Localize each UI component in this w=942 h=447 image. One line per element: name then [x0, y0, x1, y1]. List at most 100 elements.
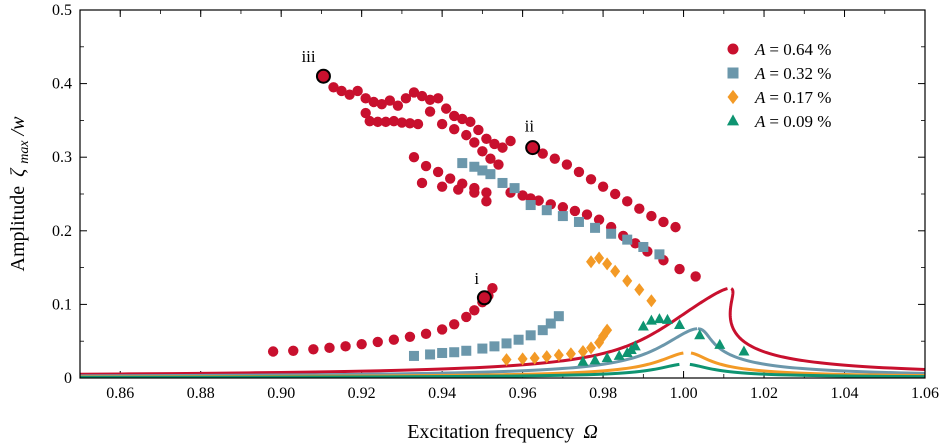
data-point-series-1 [437, 347, 448, 358]
data-point-series-0 [457, 113, 468, 125]
data-point-series-1 [525, 330, 536, 341]
annotation-label: i [474, 269, 479, 288]
data-point-series-2 [610, 264, 621, 278]
curve-stable-low-1 [80, 327, 698, 378]
data-point-series-2 [565, 347, 576, 361]
data-point-series-1 [553, 311, 564, 322]
data-point-series-0 [634, 203, 645, 214]
data-point-series-0 [400, 93, 412, 104]
data-point-series-0 [416, 177, 428, 189]
data-point-series-2 [646, 294, 657, 308]
data-point-series-0 [469, 137, 480, 148]
data-point-series-1 [469, 161, 480, 172]
data-point-series-2 [553, 348, 564, 362]
data-point-series-1 [513, 334, 524, 345]
legend-marker-2 [727, 89, 739, 105]
legend-label-3: A = 0.09 % [754, 112, 831, 131]
data-point-series-0 [469, 187, 480, 198]
data-point-series-0 [597, 181, 609, 192]
data-point-series-0 [388, 334, 400, 345]
curve-stable-high-0 [728, 287, 925, 372]
data-point-series-3 [738, 345, 750, 356]
data-point-series-1 [425, 349, 436, 360]
data-point-series-0 [432, 93, 444, 104]
data-point-series-0 [360, 107, 371, 119]
data-point-series-0 [461, 311, 472, 323]
model-curves [80, 287, 925, 378]
data-point-series-0 [469, 305, 480, 316]
data-point-series-0 [674, 263, 685, 275]
data-point-series-0 [424, 106, 436, 117]
x-tick-labels: 0.86 0.88 0.90 0.92 0.94 0.96 0.98 1.00 1.02 1.04… [106, 385, 939, 402]
legend-label-1: A = 0.32 % [754, 64, 831, 83]
data-point-series-1 [489, 341, 500, 352]
data-point-series-0 [336, 85, 347, 97]
data-point-series-2 [541, 350, 552, 364]
data-point-series-0 [485, 153, 496, 164]
data-point-series-0 [453, 184, 464, 195]
data-point-series-0 [473, 124, 484, 136]
x-tick-label: 1.06 [911, 385, 939, 402]
x-tick-label: 0.88 [187, 385, 215, 402]
legend-label-0: A = 0.64 % [754, 40, 831, 59]
data-point-series-0 [461, 129, 472, 141]
x-tick-label: 1.02 [750, 385, 778, 402]
data-point-series-0 [658, 216, 669, 228]
data-point-series-0 [328, 82, 339, 93]
data-point-series-0 [489, 138, 500, 150]
data-point-series-0 [537, 148, 548, 159]
legend-marker-0 [727, 43, 739, 55]
data-point-series-0 [549, 153, 561, 164]
data-point-series-2 [577, 345, 588, 359]
x-tick-label: 0.94 [428, 385, 456, 402]
data-point-series-3 [629, 340, 641, 351]
y-tick-label: 0 [64, 370, 72, 387]
data-point-series-0 [388, 115, 400, 127]
data-point-series-0 [449, 124, 460, 135]
y-tick-label: 0.5 [52, 2, 72, 19]
data-point-series-0 [436, 118, 448, 130]
curve-stable-low-3 [80, 362, 680, 378]
data-point-series-3 [601, 352, 613, 363]
data-point-series-1 [477, 165, 488, 176]
data-point-series-0 [593, 214, 605, 225]
x-tick-label: 1.00 [670, 385, 698, 402]
data-point-series-3 [613, 349, 625, 360]
data-point-series-0 [569, 205, 581, 217]
data-point-series-1 [590, 222, 601, 233]
data-point-series-0 [465, 116, 476, 128]
y-axis-label: Amplitude ζ max /w [7, 116, 33, 272]
data-point-series-0 [324, 342, 335, 354]
data-point-series-3 [577, 355, 589, 366]
annotation-marker [315, 68, 331, 84]
data-point-series-0 [424, 94, 436, 105]
data-point-series-0 [585, 174, 597, 185]
data-point-series-1 [477, 343, 488, 354]
x-axis-label: Excitation frequency Ω [407, 421, 598, 443]
curve-stable-high-3 [689, 362, 925, 378]
data-point-series-0 [267, 346, 279, 357]
y-tick-label: 0.3 [52, 149, 72, 166]
x-tick-label: 0.92 [348, 385, 376, 402]
data-point-series-2 [517, 352, 528, 366]
data-point-series-0 [487, 283, 498, 294]
data-point-series-1 [537, 325, 548, 336]
data-point-series-0 [396, 117, 408, 128]
data-point-series-0 [356, 338, 367, 350]
data-point-series-0 [432, 166, 444, 178]
y-tick-label: 0.4 [52, 76, 72, 93]
annotation-marker [525, 140, 541, 156]
data-point-series-2 [634, 283, 645, 297]
data-point-series-1 [509, 183, 520, 194]
data-point-series-0 [449, 319, 460, 330]
data-point-series-0 [392, 100, 404, 111]
data-point-series-0 [440, 103, 452, 114]
data-point-series-0 [533, 195, 544, 206]
x-tick-label: 0.98 [589, 385, 617, 402]
data-point-series-0 [444, 173, 456, 184]
data-point-series-0 [505, 135, 516, 147]
data-point-series-3 [694, 329, 706, 340]
data-point-series-0 [380, 116, 392, 128]
data-point-series-0 [368, 96, 379, 108]
y-tick-label: 0.2 [52, 223, 72, 240]
